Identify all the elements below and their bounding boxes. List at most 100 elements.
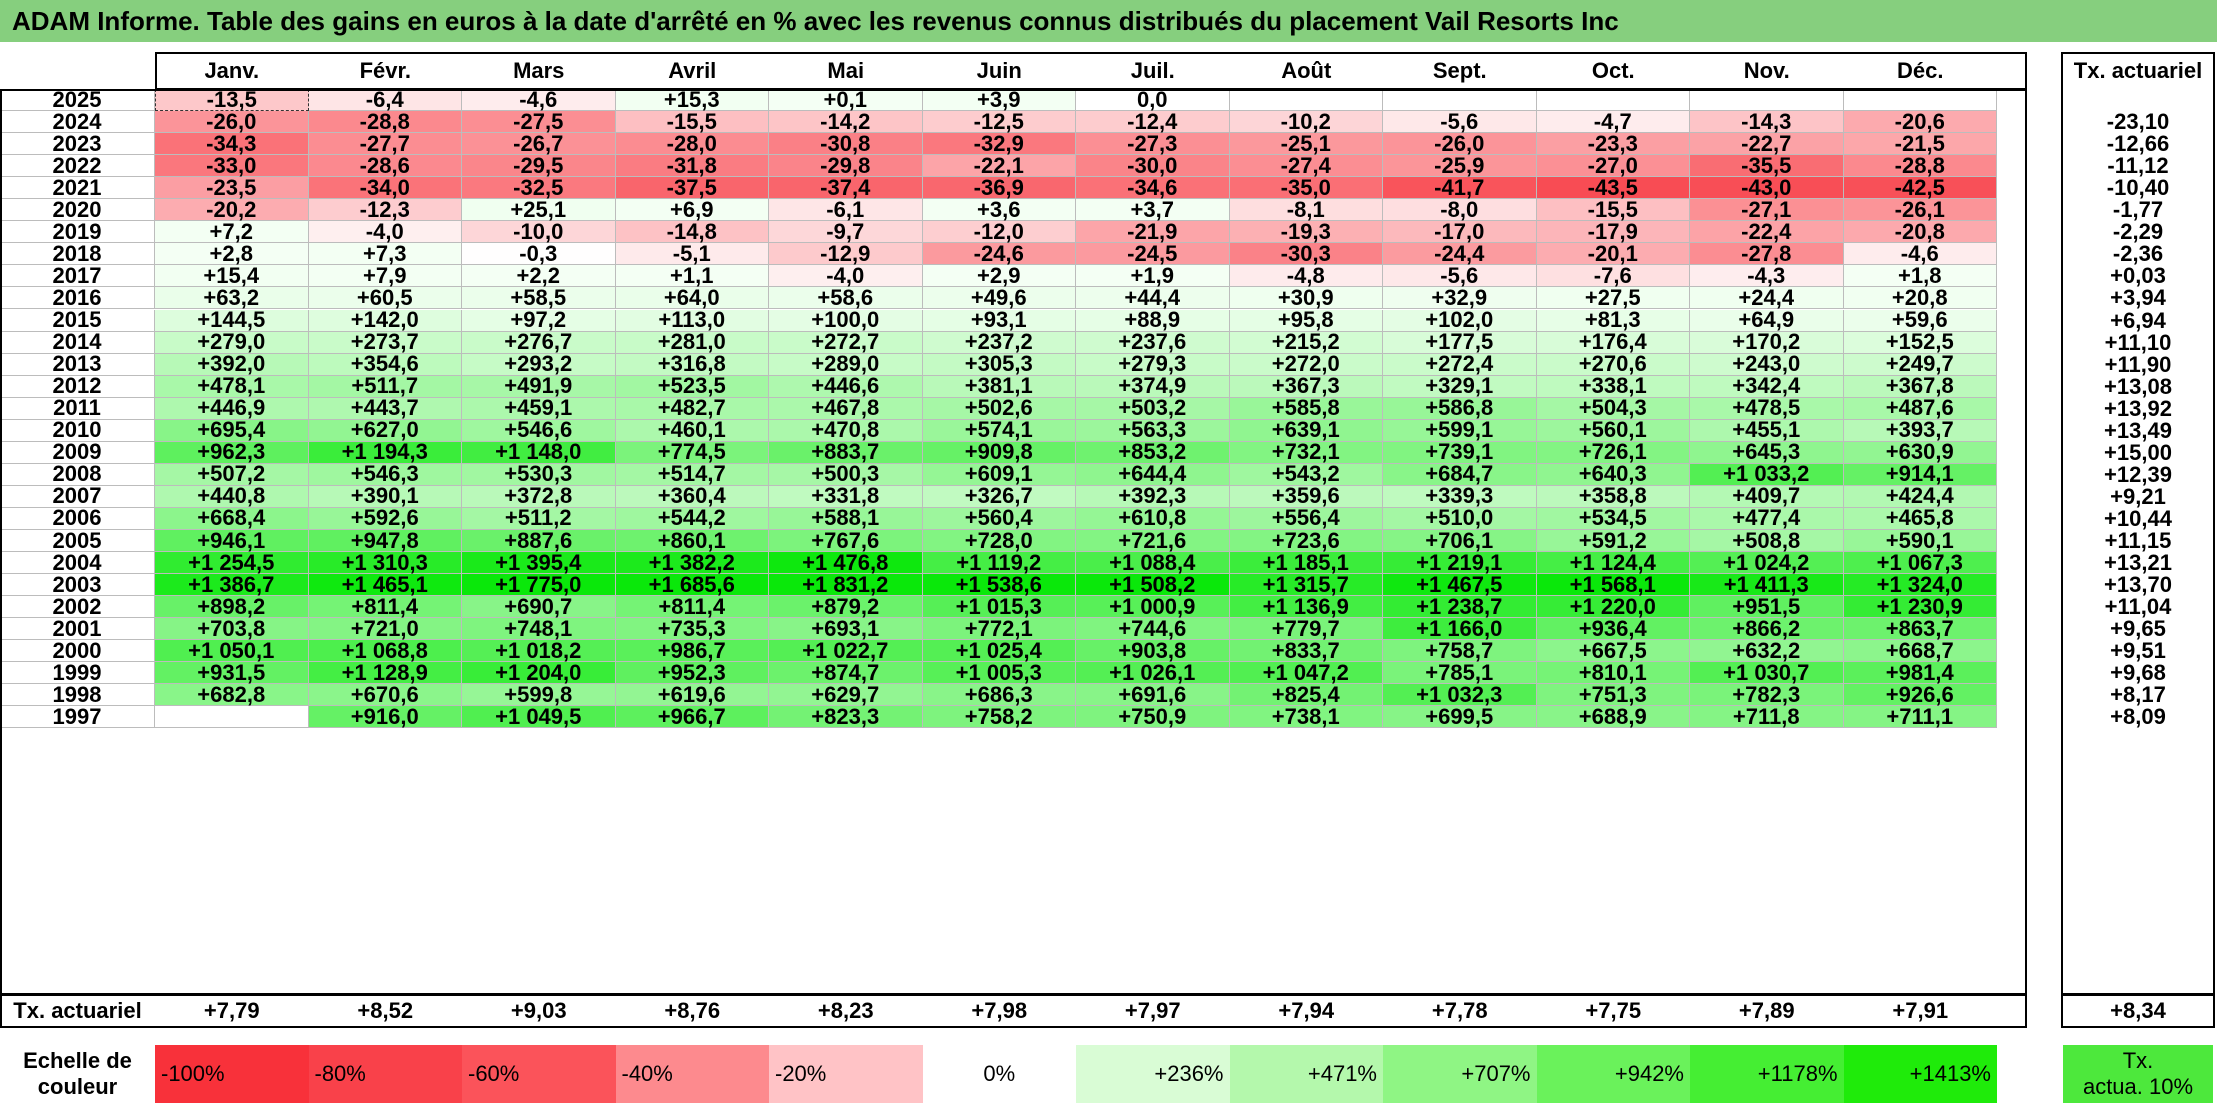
gain-cell: +142,0 bbox=[308, 307, 462, 332]
year-label: 2003 bbox=[0, 572, 155, 597]
month-header: Mars bbox=[513, 57, 565, 83]
gain-cell: +392,3 bbox=[1076, 483, 1230, 508]
gain-cell: +1 386,7 bbox=[155, 572, 309, 597]
gain-cell: -27,1 bbox=[1690, 197, 1844, 222]
gain-cell: +1 018,2 bbox=[462, 638, 616, 663]
gain-cell: +1 194,3 bbox=[308, 439, 462, 464]
gain-cell: +721,0 bbox=[308, 616, 462, 641]
gain-cell: +491,9 bbox=[462, 373, 616, 398]
year-label: 2001 bbox=[0, 616, 155, 641]
year-label: 2005 bbox=[0, 528, 155, 553]
gain-cell: -34,0 bbox=[308, 175, 462, 200]
gain-cell: +500,3 bbox=[769, 461, 923, 486]
gain-cell: +27,5 bbox=[1536, 285, 1690, 310]
gain-cell: +644,4 bbox=[1076, 461, 1230, 486]
gain-cell: +947,8 bbox=[308, 528, 462, 553]
gain-cell: +639,1 bbox=[1229, 417, 1383, 442]
year-label: 2017 bbox=[0, 263, 155, 288]
gain-cell: +866,2 bbox=[1690, 616, 1844, 641]
footer-total-rate: +8,34 bbox=[2110, 998, 2166, 1023]
footer-rate-cell: +9,03 bbox=[510, 998, 567, 1023]
gain-cell: +1 538,6 bbox=[922, 572, 1076, 597]
gain-cell: +732,1 bbox=[1229, 439, 1383, 464]
gain-cell: +1 136,9 bbox=[1229, 594, 1383, 619]
gain-cell: -26,0 bbox=[155, 109, 309, 134]
gain-cell: +360,4 bbox=[615, 483, 769, 508]
gain-cell: +354,6 bbox=[308, 351, 462, 376]
gain-cell: -29,8 bbox=[769, 153, 923, 178]
gain-cell: -4,7 bbox=[1536, 109, 1690, 134]
footer-rate-cell: +7,78 bbox=[1431, 998, 1488, 1023]
gain-cell: +1 128,9 bbox=[308, 660, 462, 685]
gain-cell: +632,2 bbox=[1690, 638, 1844, 663]
year-label: 2009 bbox=[0, 439, 155, 464]
rate-column-header: Tx. actuariel bbox=[2073, 57, 2203, 83]
gain-cell: +446,9 bbox=[155, 395, 309, 420]
gain-cell: +1 230,9 bbox=[1843, 594, 1997, 619]
gain-cell: -37,4 bbox=[769, 175, 923, 200]
gain-cell: -32,5 bbox=[462, 175, 616, 200]
gain-cell: +546,6 bbox=[462, 417, 616, 442]
gain-cell: +586,8 bbox=[1383, 395, 1537, 420]
gain-cell: +316,8 bbox=[615, 351, 769, 376]
gain-cell: +1 315,7 bbox=[1229, 572, 1383, 597]
gain-cell: +1 831,2 bbox=[769, 572, 923, 597]
year-label: 2007 bbox=[0, 483, 155, 508]
gain-cell: +305,3 bbox=[922, 351, 1076, 376]
gain-cell: -21,9 bbox=[1076, 219, 1230, 244]
gain-cell: +1 119,2 bbox=[922, 550, 1076, 575]
gain-cell: -30,0 bbox=[1076, 153, 1230, 178]
gain-cell: +981,4 bbox=[1843, 660, 1997, 685]
gain-cell: -27,5 bbox=[462, 109, 616, 134]
year-label: 2002 bbox=[0, 594, 155, 619]
gain-cell: +478,5 bbox=[1690, 395, 1844, 420]
gain-cell: +721,6 bbox=[1076, 528, 1230, 553]
gain-cell: +32,9 bbox=[1383, 285, 1537, 310]
year-label: 2015 bbox=[0, 307, 155, 332]
gain-cell: +1,8 bbox=[1843, 263, 1997, 288]
gain-cell: -36,9 bbox=[922, 175, 1076, 200]
gain-cell: +2,2 bbox=[462, 263, 616, 288]
gain-cell: +936,4 bbox=[1536, 616, 1690, 641]
gain-cell: +588,1 bbox=[769, 505, 923, 530]
gain-cell: -27,3 bbox=[1076, 131, 1230, 156]
gain-cell: +774,5 bbox=[615, 439, 769, 464]
gain-cell: +952,3 bbox=[615, 660, 769, 685]
gain-cell: +177,5 bbox=[1383, 329, 1537, 354]
footer-rate-cell: +7,91 bbox=[1892, 998, 1949, 1023]
gain-cell: +1 022,7 bbox=[769, 638, 923, 663]
gain-cell: +326,7 bbox=[922, 483, 1076, 508]
rate-cell: -23,10 bbox=[2106, 109, 2170, 135]
gain-cell: +823,3 bbox=[769, 704, 923, 729]
gain-cell: +825,4 bbox=[1229, 682, 1383, 707]
gain-cell: +392,0 bbox=[155, 351, 309, 376]
color-scale-swatch: +707% bbox=[1383, 1045, 1537, 1103]
gain-cell: +367,8 bbox=[1843, 373, 1997, 398]
gain-cell: +726,1 bbox=[1536, 439, 1690, 464]
gain-cell: +986,7 bbox=[615, 638, 769, 663]
gain-cell: +359,6 bbox=[1229, 483, 1383, 508]
month-header: Févr. bbox=[359, 57, 411, 83]
rate-cell: +13,49 bbox=[2104, 417, 2172, 443]
color-scale-swatch: -60% bbox=[462, 1045, 616, 1103]
gain-cell: -8,0 bbox=[1383, 197, 1537, 222]
month-header: Oct. bbox=[1591, 57, 1635, 83]
gain-cell: +276,7 bbox=[462, 329, 616, 354]
rate-swatch-line1: Tx. bbox=[2122, 1048, 2154, 1073]
footer-rate-cell: +8,52 bbox=[357, 998, 414, 1023]
gain-cell: +779,7 bbox=[1229, 616, 1383, 641]
gain-cell: -25,9 bbox=[1383, 153, 1537, 178]
gain-cell: +599,1 bbox=[1383, 417, 1537, 442]
rate-cell: +9,21 bbox=[2110, 483, 2166, 509]
color-scale-swatch: -100% bbox=[155, 1045, 309, 1103]
gain-cell: +772,1 bbox=[922, 616, 1076, 641]
gain-cell: -13,5 bbox=[155, 87, 309, 112]
gain-cell: -12,0 bbox=[922, 219, 1076, 244]
gain-cell: -23,5 bbox=[155, 175, 309, 200]
gain-cell: -30,3 bbox=[1229, 241, 1383, 266]
gain-cell: +782,3 bbox=[1690, 682, 1844, 707]
gain-cell: +629,7 bbox=[769, 682, 923, 707]
gain-cell: +966,7 bbox=[615, 704, 769, 729]
color-scale-label-line2: couleur bbox=[37, 1074, 118, 1099]
